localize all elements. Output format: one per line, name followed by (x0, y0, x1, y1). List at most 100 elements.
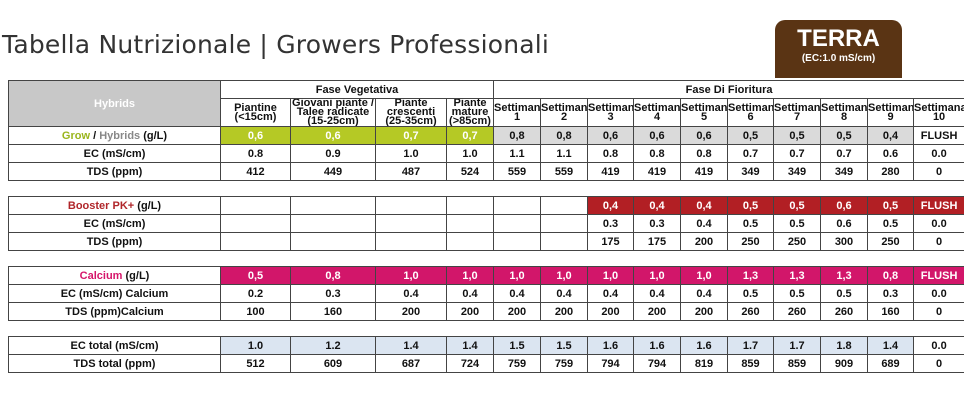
table-cell: 1.0 (375, 144, 447, 163)
table-cell: 200 (446, 302, 494, 321)
spacer-cell (493, 180, 541, 197)
table-cell: FLUSH (912, 266, 964, 285)
spacer-cell (587, 180, 634, 197)
table-cell: 0.8 (633, 144, 681, 163)
phase-vegetative-header: Fase Vegetativa (220, 80, 494, 99)
table-cell: 909 (820, 354, 868, 373)
row-label: TDS (ppm) (8, 162, 221, 181)
week-header: Settimana2 (540, 98, 588, 127)
table-cell: 0 (912, 354, 964, 373)
table-cell: 0,4 (633, 196, 681, 215)
row-label: EC (mS/cm) Calcium (8, 284, 221, 303)
spacer-cell (773, 320, 821, 337)
table-cell: 0.0 (912, 214, 964, 233)
table-cell: 524 (446, 162, 494, 181)
table-cell (446, 214, 494, 233)
spacer-cell (820, 320, 868, 337)
table-cell: 0.3 (587, 214, 634, 233)
table-cell: 759 (540, 354, 588, 373)
table-cell: 1,0 (680, 266, 728, 285)
spacer-cell (587, 250, 634, 267)
table-cell: 819 (680, 354, 728, 373)
table-cell: 1.0 (220, 336, 291, 355)
week-label: Settimana (914, 101, 964, 114)
spacer-row (8, 320, 964, 337)
table-cell: 100 (220, 302, 291, 321)
calcium-label: Calcium (79, 269, 123, 282)
booster-ec-row: EC (mS/cm) 0.3 0.3 0.4 0.5 0.5 0.6 0.5 0.0 (8, 214, 964, 233)
table-cell: 175 (633, 232, 681, 251)
header-row-phases: Hybrids Fase Vegetativa Fase Di Fioritura (8, 80, 964, 127)
table-cell: 0,6 (820, 196, 868, 215)
row-label: EC (mS/cm) (8, 214, 221, 233)
phase-flowering-header: Fase Di Fioritura (492, 80, 964, 99)
veg-stage-text: (<15cm) (234, 110, 277, 123)
table-cell: 1,0 (540, 266, 588, 285)
veg-stage-text: Talee radicate (296, 106, 370, 118)
week-label: Settimana (868, 101, 913, 114)
table-cell: 0,7 (446, 126, 494, 145)
spacer-cell (540, 250, 588, 267)
week-header: Settimana6 (727, 98, 774, 127)
spacer-cell (773, 250, 821, 267)
table-cell: 0.4 (633, 284, 681, 303)
table-cell (446, 196, 494, 215)
badge-main: TERRA (797, 25, 880, 52)
spacer-row (8, 180, 964, 197)
week-header: Settimana9 (867, 98, 914, 127)
table-cell (290, 232, 376, 251)
table-cell: 1,0 (633, 266, 681, 285)
week-label: Settimana (774, 101, 821, 114)
unit-label: (g/L) (140, 129, 168, 142)
table-cell: 0,5 (220, 266, 291, 285)
table-cell: 794 (587, 354, 634, 373)
spacer-cell (290, 320, 376, 337)
veg-stage-text: Giovani piante / (292, 98, 374, 109)
spacer-cell (493, 320, 541, 337)
table-cell: 724 (446, 354, 494, 373)
week-header: Settimana4 (633, 98, 681, 127)
week-number: 5 (700, 110, 708, 123)
table-cell: 559 (540, 162, 588, 181)
spacer-cell (913, 250, 964, 267)
table-cell: 1,3 (727, 266, 774, 285)
table-cell: 0,6 (290, 126, 376, 145)
row-label: Grow / Hybrids (g/L) (8, 126, 221, 145)
table-cell: 1.6 (680, 336, 728, 355)
veg-stage-header: Piante crescenti (25-35cm) (375, 98, 447, 127)
table-cell: 0 (912, 162, 964, 181)
spacer-cell (773, 180, 821, 197)
veg-stage-text: crescenti (386, 106, 436, 118)
week-header: Settimana8 (820, 98, 868, 127)
veg-stage-header: Piante mature (>85cm) (446, 98, 494, 127)
table-cell: 859 (773, 354, 821, 373)
table-cell: 1,3 (820, 266, 868, 285)
unit-label: (g/L) (122, 269, 150, 282)
table-cell: 1.5 (540, 336, 588, 355)
spacer-cell (540, 180, 588, 197)
table-cell: 0.5 (773, 214, 821, 233)
spacer-cell (220, 320, 291, 337)
spacer-cell (375, 250, 447, 267)
veg-stage-text: Piante (394, 98, 428, 109)
table-cell: 449 (290, 162, 376, 181)
table-cell: 1.4 (867, 336, 914, 355)
spacer-cell (820, 180, 868, 197)
spacer-cell (375, 180, 447, 197)
table-cell: 1,0 (375, 266, 447, 285)
table-cell: 0 (912, 232, 964, 251)
spacer-cell (727, 250, 774, 267)
table-cell: 200 (633, 302, 681, 321)
table-cell: 0.9 (290, 144, 376, 163)
table-cell: 0,8 (540, 126, 588, 145)
badge-sub: (EC:1.0 mS/cm) (801, 53, 876, 64)
table-cell: 0.3 (867, 284, 914, 303)
table-cell: 609 (290, 354, 376, 373)
spacer-cell (8, 250, 221, 267)
table-cell: 300 (820, 232, 868, 251)
table-cell: 160 (290, 302, 376, 321)
spacer-cell (680, 250, 728, 267)
table-cell: 0,5 (820, 126, 868, 145)
spacer-cell (290, 180, 376, 197)
spacer-cell (680, 180, 728, 197)
